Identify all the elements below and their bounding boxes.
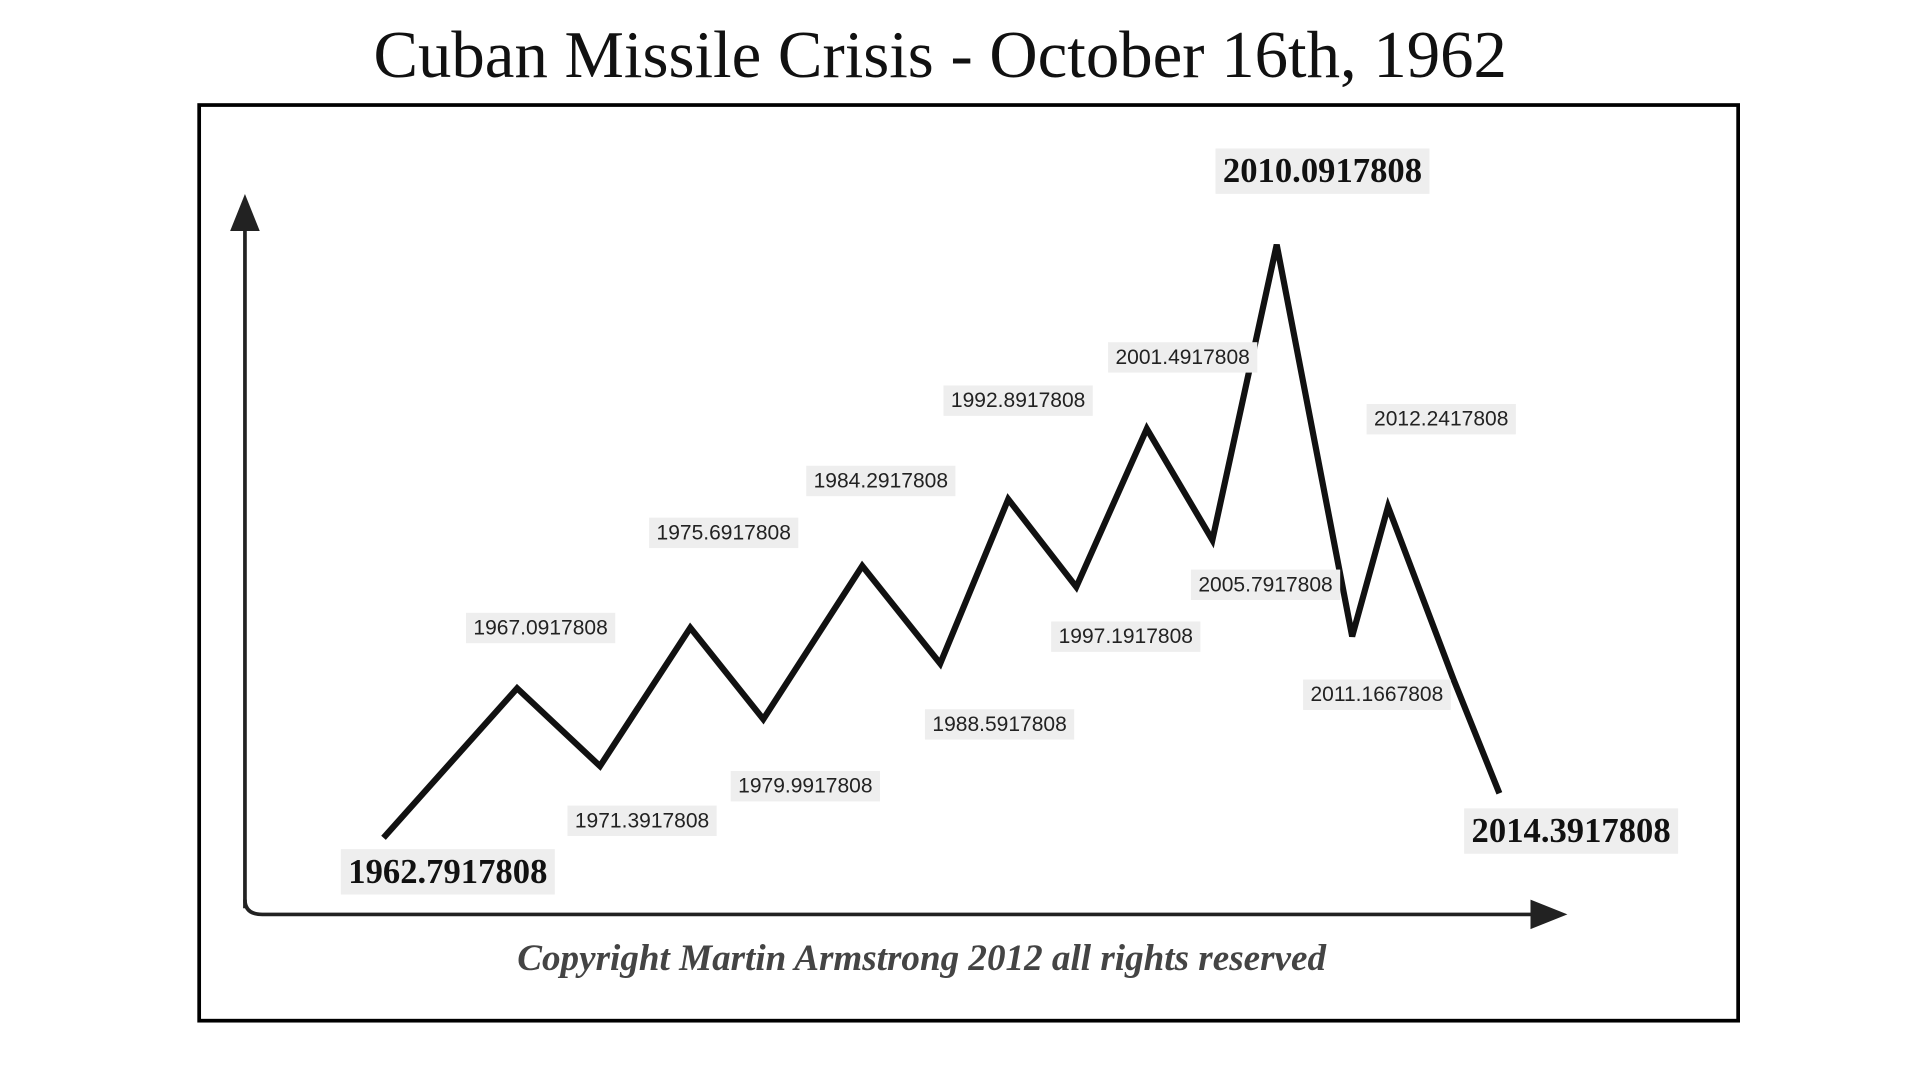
node-label: 1975.6917808 [657,521,791,544]
node-label: 2001.4917808 [1115,346,1249,369]
label-background [466,612,616,644]
node: 2001.4917808 [1108,342,1258,373]
node: 2005.7917808 [1190,569,1341,600]
node: 1984.2917808 [806,465,956,497]
label-background [943,385,1093,416]
label-background [1215,148,1430,194]
label-background [1190,569,1341,600]
copyright: Copyright Martin Armstrong 2012 all righ… [517,938,1326,979]
label-background [1464,808,1679,854]
label-background [924,709,1075,740]
node: 2012.2417808 [1366,403,1516,435]
node-label: 1997.1917808 [1059,625,1193,648]
label-background [567,805,717,836]
label-background [1051,621,1201,652]
node-label: 2012.2417808 [1374,408,1508,431]
node-label: 1962.7917808 [348,853,547,891]
node: 1971.3917808 [567,805,717,836]
node-label: 2014.3917808 [1472,812,1671,850]
label-background [1366,403,1516,435]
node: 1967.0917808 [466,612,616,644]
node-label: 2005.7917808 [1198,573,1332,596]
node-label: 2011.1667808 [1310,683,1443,706]
node: 2010.0917808 [1215,148,1430,194]
node: 1988.5917808 [924,709,1075,740]
title: Cuban Missile Crisis - October 16th, 196… [373,19,1506,92]
node: 2011.1667808 [1303,679,1451,710]
node-label: 1992.8917808 [951,389,1085,412]
label-background [806,465,956,497]
label-background [1303,679,1451,710]
node-label: 1984.2917808 [814,469,948,492]
node-label: 1979.9917808 [738,775,872,798]
node-label: 2010.0917808 [1223,152,1422,190]
frame [197,103,1740,1023]
label-background [1108,342,1258,373]
node-label: 1971.3917808 [575,809,709,832]
node: 1975.6917808 [649,517,799,549]
cycle-line [381,244,1503,840]
node: 2014.3917808 [1464,808,1679,854]
node: 1962.7917808 [340,849,555,895]
horizontal-axis [243,899,1568,930]
node: 1992.8917808 [943,385,1093,416]
label-background [649,517,799,549]
node-label: 1967.0917808 [473,617,607,640]
node-label: 1988.5917808 [932,713,1066,736]
label-background [340,849,555,895]
node: 1979.9917808 [730,770,880,802]
node: 1997.1917808 [1051,621,1201,652]
label-background [730,770,880,802]
